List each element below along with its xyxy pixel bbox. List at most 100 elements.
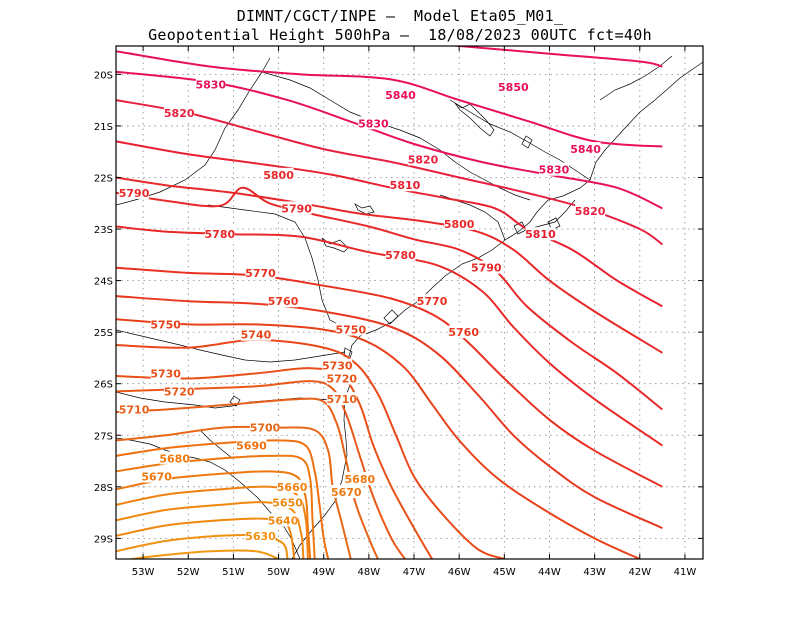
contour-label-bg [498,80,529,94]
axis-ticks: 53W 52W 51W 50W 49W 48W 47W 46W 45W 44W 43W 42W 41W 2… [94,46,703,578]
contour-label-5790: 5790 [471,262,502,275]
contour-label-5680: 5680 [345,473,376,486]
contour-5630 [116,533,289,559]
border-line [449,99,591,181]
contour-label-bg [272,495,303,509]
lon-tick-label: 43W [583,567,606,578]
contour-label-5750: 5750 [335,324,366,337]
contour-5640 [116,517,296,559]
contour-5810 [116,140,663,308]
lon-tick-label: 46W [448,567,471,578]
lat-tick-label: 23S [94,225,113,236]
contour-label-bg [236,438,267,452]
contour-5740 [116,338,505,559]
contour-label-bg [195,77,226,91]
contour-label-bg [268,294,299,308]
contour-label-5670: 5670 [331,486,362,499]
contour-label-bg [268,513,299,527]
contour-5750 [116,318,641,559]
contour-5840 [116,50,663,148]
contour-label-bg [245,528,276,542]
contour-label-5720: 5720 [326,373,357,386]
contour-label-bg [525,227,556,241]
contour-label-bg [204,227,235,241]
lake-outline [521,135,533,149]
contour-label-5810: 5810 [525,228,556,241]
contour-label-bg [408,152,439,166]
contour-label-bg [417,294,448,308]
contour-label-5830: 5830 [358,117,389,130]
plot-frame [115,45,704,560]
contour-label-5770: 5770 [417,295,448,308]
contour-label-bg [277,479,308,493]
border-line [116,329,346,363]
lat-tick-label: 20S [94,70,113,81]
contour-label-5730: 5730 [322,360,353,373]
contour-label-5670: 5670 [141,471,172,484]
coastline-and-borders [116,55,703,559]
lon-tick-label: 41W [674,567,697,578]
contour-label-5820: 5820 [575,205,606,218]
contour-label-5790: 5790 [281,202,312,215]
contour-label-bg [281,201,312,215]
lake-outline [454,102,495,137]
contour-label-bg [263,167,294,181]
contour-label-5840: 5840 [570,143,601,156]
contour-label-5750: 5750 [150,318,181,331]
border-line [207,204,346,329]
contour-label-bg [326,371,357,385]
coastline [291,61,703,559]
contour-label-5640: 5640 [268,514,299,527]
contour-lines [116,46,664,559]
lon-tick-label: 53W [132,567,155,578]
contour-label-5800: 5800 [444,218,475,231]
contour-label-bg [250,420,281,434]
contour-label-bg [164,384,195,398]
contour-label-bg [240,327,271,341]
lake-outline [383,309,399,325]
contour-label-5680: 5680 [159,452,190,465]
lon-tick-label: 45W [493,567,516,578]
contour-label-5730: 5730 [150,367,181,380]
lon-tick-label: 49W [312,567,335,578]
border-line [599,55,673,101]
lon-tick-label: 50W [267,567,290,578]
contour-label-bg [119,402,150,416]
lake-outline [354,203,375,215]
contour-label-5760: 5760 [448,326,479,339]
contour-labels: 5850585058405840583058305830582058205820… [119,32,606,543]
lon-tick-label: 47W [403,567,426,578]
contour-label-bg [335,322,366,336]
contour-label-5800: 5800 [263,169,294,182]
contour-label-bg [570,142,601,156]
contour-label-5700: 5700 [250,422,281,435]
contour-label-bg [538,162,569,176]
contour-label-5820: 5820 [408,153,439,166]
contour-5650 [116,501,305,559]
contour-label-bg [344,472,375,486]
contour-label-5650: 5650 [272,496,303,509]
border-line [199,429,233,459]
contour-5710 [116,397,379,559]
lat-tick-label: 24S [94,277,113,288]
contour-label-5780: 5780 [385,249,416,262]
contour-label-5840: 5840 [385,89,416,102]
contour-label-5830: 5830 [539,164,570,177]
contour-label-5630: 5630 [245,530,276,543]
lat-tick-label: 29S [94,534,113,545]
contour-label-bg [471,260,502,274]
lon-tick-label: 52W [177,567,200,578]
contour-label-5810: 5810 [390,179,421,192]
lake-outline [321,237,349,253]
contour-5760 [116,295,663,530]
contour-label-bg [150,366,181,380]
contour-label-bg [389,178,420,192]
contour-label-5770: 5770 [245,267,276,280]
contour-label-bg [358,116,389,130]
contour-label-5850: 5850 [376,32,407,45]
contour-5690 [116,439,330,559]
contour-label-bg [326,392,357,406]
contour-label-bg [141,469,172,483]
contour-label-5720: 5720 [164,385,195,398]
contour-label-bg [444,216,475,230]
